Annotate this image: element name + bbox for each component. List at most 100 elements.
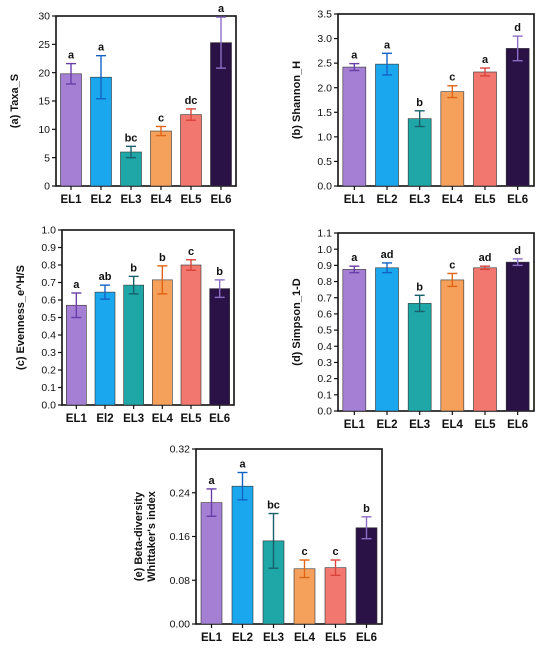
x-tick-label: EL1	[344, 194, 366, 206]
significance-letter: dc	[185, 95, 198, 107]
plot-frame	[337, 232, 535, 412]
x-tick-label: EL4	[152, 413, 174, 425]
bar-el5	[180, 264, 202, 406]
y-tick-label: 3.0	[317, 33, 332, 45]
y-tick-label: 0.3	[317, 357, 332, 369]
x-tick-label: EL3	[120, 194, 141, 206]
bar-el5	[473, 71, 497, 187]
significance-letter: c	[301, 546, 307, 558]
chart-b: 0.0 0.5 1.0 1.5 2.0 2.5 3.0 3.5 (b) Shannon_H a EL…	[291, 9, 535, 206]
significance-letter: a	[384, 39, 391, 51]
y-tick-label: 2.5	[317, 58, 332, 70]
x-tick-label: EL5	[474, 419, 496, 431]
x-tick-label: EL1	[201, 632, 223, 644]
bar-el6	[209, 288, 230, 406]
significance-letter: b	[159, 252, 166, 264]
chart-e: 0.00 0.08 0.16 0.24 0.32 (e) Beta-diversity Wh…	[133, 444, 383, 644]
significance-letter: a	[218, 3, 225, 15]
plot-frame	[337, 13, 535, 187]
y-axis-label-line2: Whittaker's index	[146, 490, 158, 582]
y-tick-label: 1.0	[317, 131, 332, 143]
significance-letter: d	[514, 245, 521, 257]
x-tick-label: EL4	[442, 194, 464, 206]
y-tick-label: 0.16	[170, 531, 191, 543]
significance-letter: b	[416, 281, 423, 293]
x-tick-label: EL4	[150, 194, 172, 206]
bar-el4	[440, 279, 465, 412]
y-tick-label: 5	[44, 152, 50, 164]
chart-c: 0.0 0.1 0.2 0.3 0.4 0.5 0.6 0.7 0.8 0.9 1.0 (c) Eve…	[15, 225, 235, 425]
y-tick-label: 0.9	[317, 260, 332, 272]
bar-el1	[342, 269, 367, 412]
x-tick-label: EL3	[409, 194, 430, 206]
bar-el2	[94, 291, 116, 406]
x-tick-label: EL5	[325, 632, 347, 644]
significance-letter: c	[449, 259, 455, 271]
y-tick-label: 0.5	[317, 325, 332, 337]
x-tick-label: EL3	[263, 632, 284, 644]
y-tick-label: 0.4	[317, 341, 332, 353]
x-tick-label: EL2	[232, 632, 253, 644]
significance-letter: bc	[267, 500, 280, 512]
y-tick-label: 0.08	[170, 575, 191, 587]
significance-letter: a	[351, 252, 358, 264]
x-tick-label: EL6	[507, 194, 528, 206]
y-tick-label: 10	[38, 124, 50, 136]
y-tick-label: 0.7	[41, 277, 56, 289]
significance-letter: b	[363, 503, 370, 515]
x-tick-label: EL1	[344, 419, 366, 431]
significance-letter: c	[158, 113, 164, 125]
y-tick-label: 0.2	[41, 365, 56, 377]
y-tick-label: 0.1	[41, 382, 56, 394]
y-tick-label: 0.8	[41, 260, 56, 272]
significance-letter: a	[239, 459, 246, 471]
y-axis-label: (a) Taxa_S	[9, 74, 21, 128]
significance-letter: a	[208, 475, 215, 487]
bar-el1	[66, 304, 87, 406]
y-tick-label: 0.5	[317, 156, 332, 168]
y-tick-label: 0.0	[317, 406, 332, 418]
significance-letter: b	[216, 266, 223, 278]
plot-frame	[195, 448, 383, 625]
y-axis-label: (c) Evenness_e^H/S	[15, 265, 27, 370]
y-tick-label: 0.00	[170, 619, 191, 631]
bar-el5	[324, 567, 347, 625]
y-axis-label: (e) Beta-diversity	[133, 491, 145, 581]
bar-el2	[375, 63, 399, 187]
y-tick-label: 1.1	[317, 228, 332, 240]
y-tick-label: 0.2	[317, 373, 332, 385]
y-tick-label: 3.5	[317, 9, 332, 21]
y-tick-label: 1.5	[317, 107, 332, 119]
bar-el1	[200, 502, 223, 625]
y-tick-label: 1.0	[317, 244, 332, 256]
y-tick-label: 1.0	[41, 225, 56, 237]
y-tick-label: 30	[38, 11, 50, 23]
y-tick-label: 20	[38, 67, 50, 79]
significance-letter: b	[416, 97, 423, 109]
y-tick-label: 0.6	[41, 295, 56, 307]
bar-el4	[150, 130, 172, 187]
y-tick-label: 15	[38, 96, 50, 108]
x-tick-label: EL6	[356, 632, 377, 644]
significance-letter: a	[73, 279, 80, 291]
y-tick-label: 0.9	[41, 242, 56, 254]
x-tick-label: EL5	[180, 194, 202, 206]
plot-frame	[61, 229, 235, 406]
x-tick-label: EL6	[507, 419, 528, 431]
significance-letter: a	[98, 42, 105, 54]
significance-letter: bc	[125, 132, 138, 144]
x-tick-label: EL3	[123, 413, 144, 425]
chart-a: 0 5 10 15 20 25 30 (a) Taxa_S a EL1 a EL2 bc EL3 c EL4 d…	[9, 3, 237, 206]
x-tick-label: EL2	[376, 194, 397, 206]
y-tick-label: 0.0	[317, 181, 332, 193]
chart-d: 0.0 0.1 0.2 0.3 0.4 0.5 0.6 0.7 0.8 0.9 1.0 1.1 (d) …	[291, 228, 535, 431]
x-tick-label: EL6	[209, 413, 230, 425]
y-tick-label: 0.32	[170, 444, 191, 456]
significance-letter: d	[514, 22, 521, 34]
x-tick-label: EL2	[376, 419, 397, 431]
y-tick-label: 0	[44, 181, 50, 193]
y-tick-label: 0.5	[41, 312, 56, 324]
bar-el3	[407, 303, 432, 412]
x-tick-label: EL1	[66, 413, 88, 425]
